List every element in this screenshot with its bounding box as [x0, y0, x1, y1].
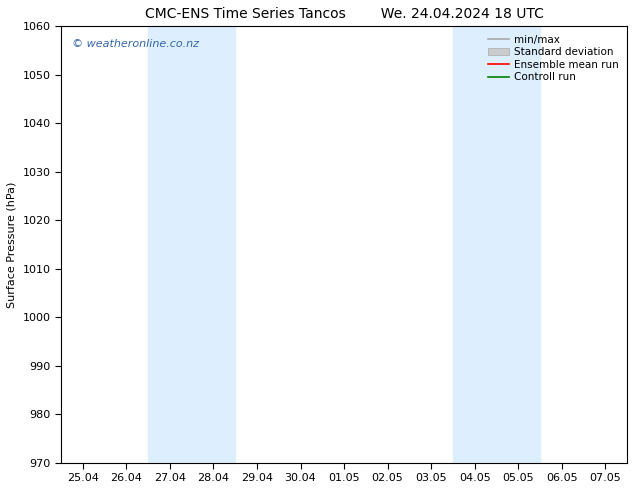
Text: © weatheronline.co.nz: © weatheronline.co.nz	[72, 39, 199, 49]
Title: CMC-ENS Time Series Tancos        We. 24.04.2024 18 UTC: CMC-ENS Time Series Tancos We. 24.04.202…	[145, 7, 543, 21]
Bar	[453, 26, 540, 463]
Y-axis label: Surface Pressure (hPa): Surface Pressure (hPa)	[7, 181, 17, 308]
Bar	[148, 26, 235, 463]
Legend: min/max, Standard deviation, Ensemble mean run, Controll run: min/max, Standard deviation, Ensemble me…	[485, 31, 622, 86]
